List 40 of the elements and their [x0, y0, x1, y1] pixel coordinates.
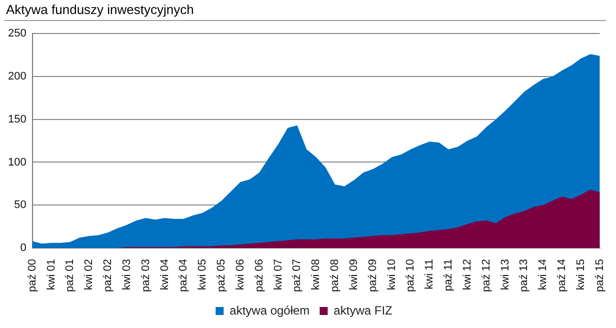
chart-title: Aktywa funduszy inwestycyjnych	[4, 2, 606, 21]
y-tick-label: 250	[8, 28, 26, 40]
legend-label: aktywa ogółem	[230, 303, 310, 318]
y-tick-label: 200	[8, 70, 26, 83]
x-tick-label: paź 00	[26, 258, 38, 292]
x-tick-label: kwi 09	[348, 258, 360, 290]
x-tick-label: paź 08	[329, 258, 342, 292]
x-tick-label: kwi 15	[574, 258, 587, 290]
x-tick-label: kwi 14	[537, 258, 550, 290]
y-tick-label: 50	[14, 199, 26, 212]
x-tick-label: paź 07	[291, 258, 304, 292]
x-tick-label: paź 04	[178, 258, 190, 292]
x-tick-label: kwi 10	[386, 258, 398, 290]
x-tick-label: kwi 03	[120, 258, 133, 290]
x-tick-label: paź 10	[404, 258, 417, 292]
y-tick-label: 100	[8, 156, 26, 168]
x-tick-label: kwi 06	[234, 258, 246, 290]
x-tick-label: paź 13	[518, 258, 530, 292]
x-tick-label: kwi 13	[499, 258, 512, 290]
x-tick-label: kwi 11	[424, 258, 436, 290]
x-tick-label: paź 05	[216, 258, 228, 292]
x-tick-label: paź 12	[480, 258, 492, 292]
x-tick-label: kwi 02	[83, 258, 96, 290]
x-tick-label: paź 03	[140, 258, 152, 292]
y-tick-label: 0	[20, 242, 26, 254]
x-tick-label: paź 01	[64, 258, 76, 292]
x-tick-label: kwi 07	[272, 258, 284, 290]
x-tick-label: kwi 12	[461, 258, 474, 290]
x-tick-label: kwi 08	[310, 258, 322, 290]
x-tick-label: kwi 05	[196, 258, 209, 290]
x-tick-label: paź 11	[442, 258, 455, 292]
y-tick-label: 150	[8, 113, 26, 126]
x-tick-label: paź 09	[366, 258, 379, 292]
x-tick-label: kwi 04	[158, 258, 171, 290]
x-tick-label: kwi 01	[45, 258, 58, 290]
x-tick-label: paź 02	[102, 258, 114, 292]
x-tick-label: paź 14	[556, 258, 568, 292]
legend-label: aktywa FIZ	[334, 303, 392, 318]
x-tick-label: paź 15	[594, 258, 606, 292]
x-tick-label: paź 06	[253, 258, 266, 292]
